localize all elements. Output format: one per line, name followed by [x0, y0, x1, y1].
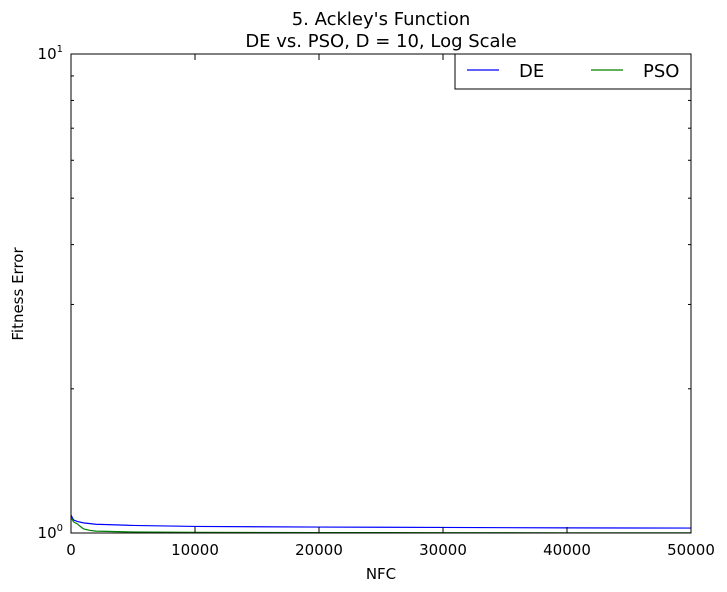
chart-title-line2: DE vs. PSO, D = 10, Log Scale	[245, 31, 516, 52]
chart-title-line1: 5. Ackley's Function	[292, 9, 471, 30]
x-tick-label: 40000	[543, 541, 591, 559]
tick-layer: 0 10000 20000 30000 40000 50000 100 101	[38, 44, 715, 559]
x-axis-label: NFC	[366, 565, 396, 583]
y-tick-label: 100	[38, 523, 63, 542]
y-axis-label: Fitness Error	[9, 247, 27, 341]
series-line-pso	[70, 516, 691, 534]
legend: DE PSO	[454, 53, 692, 90]
legend-label-pso: PSO	[643, 61, 679, 82]
x-tick-label: 30000	[419, 541, 467, 559]
y-tick-label: 101	[38, 44, 63, 63]
series-line-de	[70, 514, 692, 529]
legend-label-de: DE	[519, 61, 544, 82]
plot-frame	[70, 53, 692, 534]
x-tick-label: 0	[66, 541, 76, 559]
x-tick-label: 50000	[667, 541, 715, 559]
x-tick-label: 10000	[171, 541, 219, 559]
x-tick-label: 20000	[295, 541, 343, 559]
legend-box	[454, 53, 692, 90]
series-layer	[70, 514, 692, 534]
